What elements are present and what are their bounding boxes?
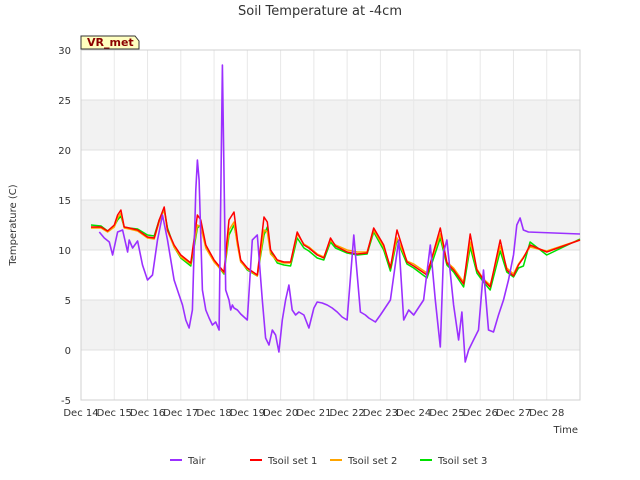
series-layer — [90, 64, 581, 363]
x-tick-label: Dec 15 — [97, 408, 132, 419]
x-tick-label: Dec 27 — [496, 408, 531, 419]
grid-lines — [80, 49, 581, 401]
chart-title: Soil Temperature at -4cm — [238, 4, 402, 19]
series-line-tsoil-set-1 — [91, 206, 581, 288]
y-tick-label: 20 — [58, 146, 71, 157]
x-tick-label: Dec 18 — [196, 408, 231, 419]
x-tick-label: Dec 20 — [263, 408, 298, 419]
x-tick-label: Dec 24 — [396, 408, 431, 419]
x-tick-label: Dec 28 — [529, 408, 564, 419]
series-line-tair — [98, 64, 581, 363]
x-tick-label: Dec 23 — [363, 408, 398, 419]
legend-label: Tair — [187, 456, 206, 467]
y-tick-label: -5 — [61, 396, 71, 407]
legend-label: Tsoil set 2 — [347, 456, 397, 467]
legend: Tair Tsoil set 1 Tsoil set 2 Tsoil set 3 — [170, 456, 487, 467]
x-tick-label: Dec 26 — [463, 408, 498, 419]
legend-label: Tsoil set 3 — [437, 456, 487, 467]
grid-band — [81, 100, 580, 150]
x-tick-label: Dec 16 — [130, 408, 165, 419]
station-badge: VR_met — [80, 35, 140, 50]
y-axis-label: Temperature (C) — [8, 184, 19, 266]
x-tick-label: Dec 22 — [330, 408, 365, 419]
plot-background — [81, 50, 580, 400]
y-tick-labels: -5 0 5 10 15 20 25 30 — [58, 46, 71, 407]
x-tick-label: Dec 19 — [230, 408, 265, 419]
y-tick-label: 25 — [58, 96, 71, 107]
grid-band — [81, 300, 580, 350]
y-tick-label: 0 — [65, 346, 71, 357]
x-tick-label: Dec 25 — [429, 408, 464, 419]
x-tick-label: Dec 14 — [63, 408, 98, 419]
y-tick-label: 5 — [65, 296, 71, 307]
y-tick-label: 10 — [58, 246, 71, 257]
plot-frame — [80, 49, 581, 401]
x-axis-label: Time — [553, 425, 578, 436]
x-tick-label: Dec 17 — [163, 408, 198, 419]
y-tick-label: 30 — [58, 46, 71, 57]
y-tick-label: 15 — [58, 196, 71, 207]
legend-label: Tsoil set 1 — [267, 456, 317, 467]
x-tick-label: Dec 21 — [296, 408, 331, 419]
station-badge-label: VR_met — [87, 36, 134, 49]
